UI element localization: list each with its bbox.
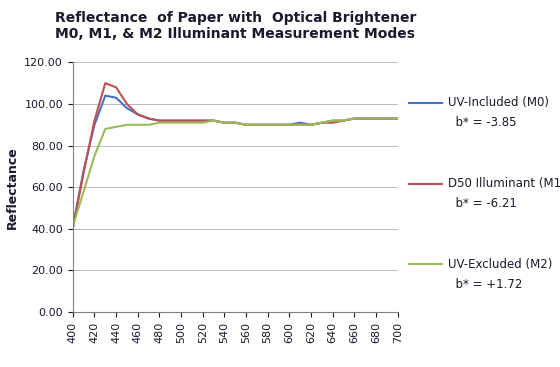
- Text: UV-Excluded (M2): UV-Excluded (M2): [448, 258, 552, 271]
- Text: UV-Included (M0): UV-Included (M0): [448, 96, 549, 109]
- Text: b* = -3.85: b* = -3.85: [448, 116, 516, 130]
- Y-axis label: Reflectance: Reflectance: [6, 146, 19, 229]
- Text: D50 Illuminant (M1): D50 Illuminant (M1): [448, 177, 560, 190]
- Text: b* = +1.72: b* = +1.72: [448, 278, 522, 291]
- Text: b* = -6.21: b* = -6.21: [448, 197, 517, 210]
- Text: Reflectance  of Paper with  Optical Brightener
M0, M1, & M2 Illuminant Measureme: Reflectance of Paper with Optical Bright…: [54, 11, 416, 41]
